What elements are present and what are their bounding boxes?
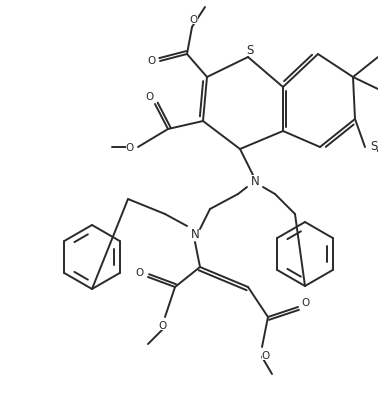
Text: N: N — [251, 175, 259, 188]
Text: S: S — [370, 139, 377, 152]
Text: O: O — [126, 143, 134, 153]
Text: N: N — [191, 228, 199, 241]
Text: O: O — [148, 56, 156, 66]
Text: O: O — [159, 320, 167, 330]
Text: O: O — [262, 350, 270, 360]
Text: O: O — [190, 15, 198, 25]
Text: O: O — [146, 92, 154, 102]
Text: O: O — [136, 267, 144, 277]
Text: S: S — [246, 43, 254, 56]
Text: O: O — [302, 297, 310, 307]
